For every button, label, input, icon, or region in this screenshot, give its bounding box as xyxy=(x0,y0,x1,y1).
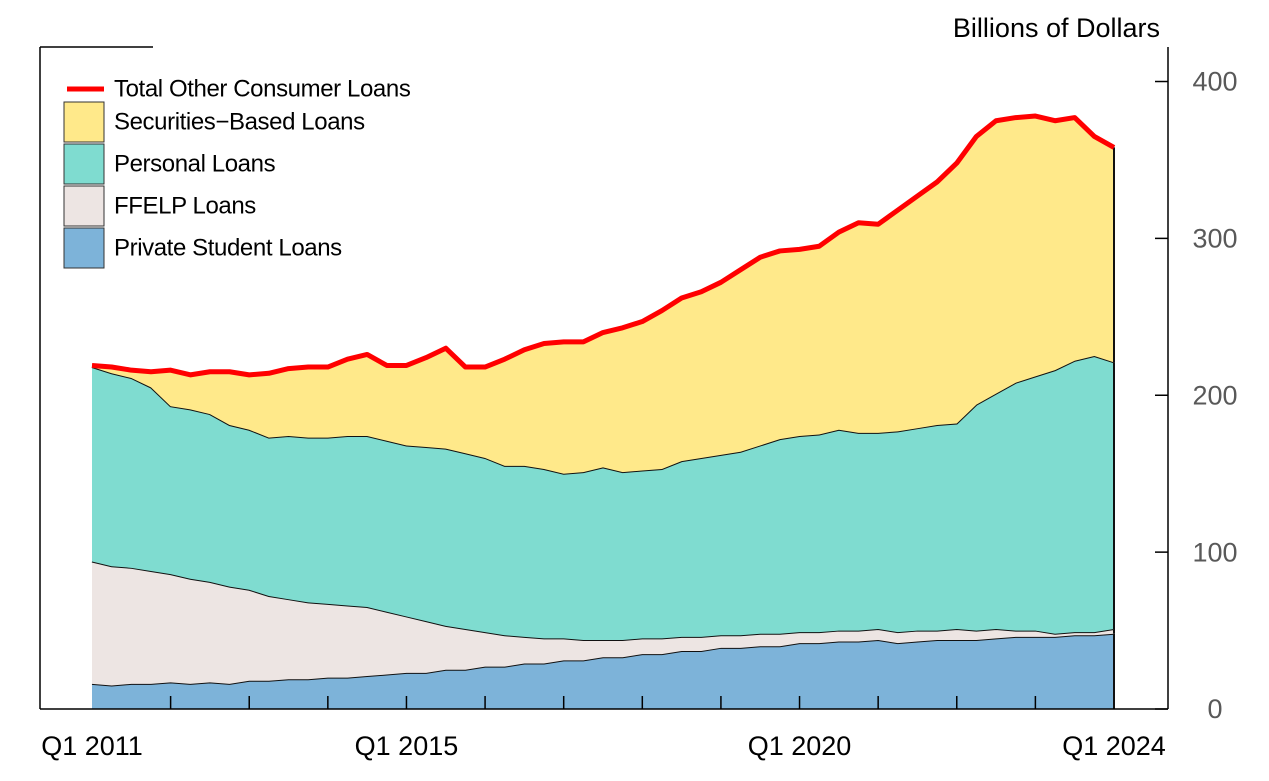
legend-label: Securities−Based Loans xyxy=(114,108,365,135)
legend-swatch xyxy=(63,185,105,227)
area xyxy=(92,633,1114,709)
legend-swatch xyxy=(63,143,105,185)
area xyxy=(92,116,1114,474)
legend-label: Total Other Consumer Loans xyxy=(114,75,411,102)
plot xyxy=(91,113,1116,709)
x-tick-label: Q1 2020 xyxy=(748,731,852,761)
legend-swatch xyxy=(63,227,105,269)
legend-label: Private Student Loans xyxy=(114,234,342,261)
y-tick-label: 400 xyxy=(1192,67,1237,97)
area xyxy=(92,356,1114,640)
legend-swatch xyxy=(63,101,105,143)
y-tick-label: 0 xyxy=(1207,694,1222,724)
y-tick-label: 300 xyxy=(1192,224,1237,254)
legend-label: FFELP Loans xyxy=(114,192,256,219)
x-tick-label: Q1 2011 xyxy=(41,731,143,761)
x-tick-label: Q1 2015 xyxy=(355,731,459,761)
y-tick-label: 100 xyxy=(1192,537,1237,567)
area xyxy=(92,561,1114,686)
total-line xyxy=(91,113,1116,378)
legend: Total Other Consumer Loans Securities−Bas… xyxy=(63,75,411,269)
y-tick-label: 200 xyxy=(1192,380,1237,410)
y-axis-title: Billions of Dollars xyxy=(953,13,1160,43)
legend-label: Personal Loans xyxy=(114,150,276,177)
x-tick-label: Q1 2024 xyxy=(1062,731,1166,761)
